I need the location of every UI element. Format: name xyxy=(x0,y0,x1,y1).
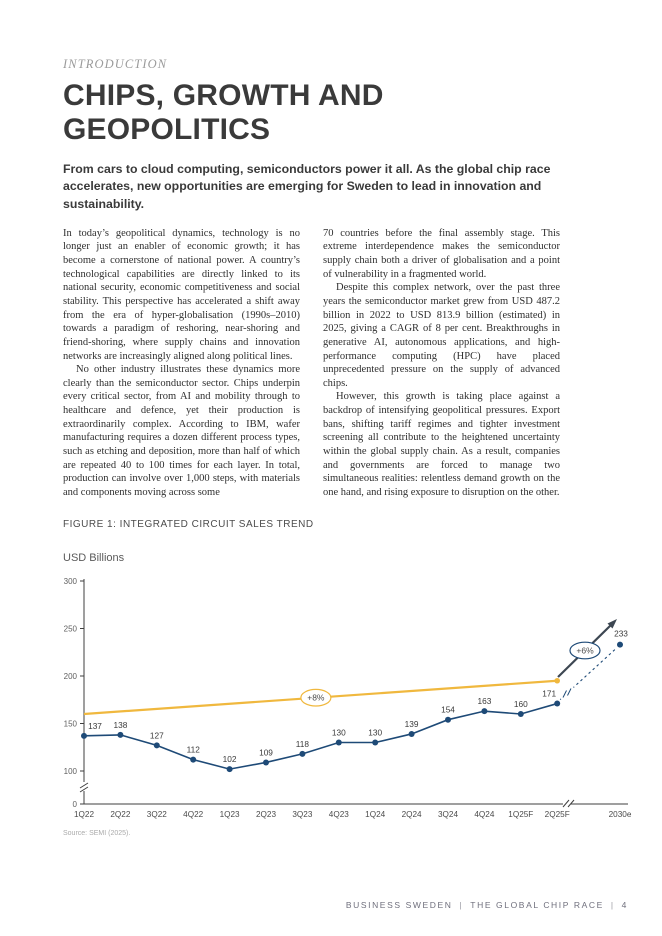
projection-label: 233 xyxy=(614,628,628,638)
x-tick-label: 4Q24 xyxy=(474,810,494,819)
growth-arrow-head-icon xyxy=(607,618,617,629)
y-tick-label: 0 xyxy=(73,800,78,809)
x-tick-label: 2Q23 xyxy=(256,810,276,819)
data-label: 137 xyxy=(88,721,102,731)
page-footer: BUSINESS SWEDEN | THE GLOBAL CHIP RACE | 4 xyxy=(346,900,628,910)
y-tick-label: 250 xyxy=(64,624,78,633)
data-label: 130 xyxy=(332,727,346,737)
x-tick-label: 3Q23 xyxy=(292,810,312,819)
left-column: In today’s geopolitical dynamics, techno… xyxy=(63,227,300,509)
footer-separator: | xyxy=(459,900,464,910)
growth-badge xyxy=(300,688,332,707)
data-point xyxy=(81,732,87,739)
figure-caption: FIGURE 1: INTEGRATED CIRCUIT SALES TREND xyxy=(63,518,314,530)
lead-paragraph: From cars to cloud computing, semiconduc… xyxy=(63,162,551,211)
data-label: 171 xyxy=(542,688,556,698)
data-label: 139 xyxy=(405,719,419,729)
trend-endpoint xyxy=(554,677,560,684)
data-point xyxy=(554,700,561,707)
footer-separator: | xyxy=(610,900,615,910)
projection-break-icon xyxy=(562,690,567,698)
title-line-1: CHIPS, GROWTH AND xyxy=(63,79,384,112)
page-title: CHIPS, GROWTH AND GEOPOLITICS xyxy=(63,79,640,146)
y-tick-label: 100 xyxy=(64,767,78,776)
x-tick-label: 4Q23 xyxy=(329,810,349,819)
data-point xyxy=(481,707,488,714)
chart-source: Source: SEMI (2025). xyxy=(63,829,131,837)
footer-report-title: THE GLOBAL CHIP RACE xyxy=(470,900,604,910)
projection-break-icon xyxy=(567,688,572,696)
data-point xyxy=(117,731,124,738)
data-point xyxy=(226,765,233,772)
x-tick-label: 1Q23 xyxy=(220,810,240,819)
y-tick-label: 200 xyxy=(64,672,78,681)
x-axis-break-icon xyxy=(562,799,570,808)
x-tick-label: 1Q24 xyxy=(365,810,385,819)
data-label: 130 xyxy=(368,727,382,737)
x-tick-label: 2030e xyxy=(609,810,632,819)
data-point xyxy=(372,739,379,746)
data-point xyxy=(263,759,269,766)
body-paragraph: However, this growth is taking place aga… xyxy=(323,391,560,498)
data-point xyxy=(445,716,451,723)
growth-badge xyxy=(569,641,601,660)
body-paragraph: In today’s geopolitical dynamics, techno… xyxy=(63,227,300,362)
data-label: 138 xyxy=(113,720,127,730)
y-tick-label: 300 xyxy=(64,577,78,586)
data-label: 160 xyxy=(514,699,528,709)
data-point xyxy=(299,750,306,757)
body-paragraph: Despite this complex network, over the p… xyxy=(323,282,560,389)
data-label: 118 xyxy=(296,739,310,749)
y-axis-break-icon xyxy=(79,782,89,789)
projection-point xyxy=(617,641,623,648)
title-line-2: GEOPOLITICS xyxy=(63,112,271,146)
x-tick-label: 3Q24 xyxy=(438,810,458,819)
x-axis-break-icon xyxy=(567,799,575,808)
x-tick-label: 3Q22 xyxy=(147,810,167,819)
body-columns: In today’s geopolitical dynamics, techno… xyxy=(63,227,640,509)
section-kicker: INTRODUCTION xyxy=(63,57,168,71)
x-tick-label: 4Q22 xyxy=(183,810,203,819)
y-tick-label: 150 xyxy=(64,719,78,728)
page-content: INTRODUCTION CHIPS, GROWTH AND GEOPOLITIC… xyxy=(63,57,640,837)
body-paragraph: 70 countries before the final assembly s… xyxy=(323,227,560,280)
data-label: 112 xyxy=(187,744,201,754)
data-label: 109 xyxy=(259,747,273,757)
chart-axis-title: USD Billions xyxy=(63,551,125,564)
footer-brand: BUSINESS SWEDEN xyxy=(345,900,453,910)
x-tick-label: 1Q22 xyxy=(74,810,94,819)
series-line xyxy=(83,702,558,770)
growth-badge-label: +8% xyxy=(307,692,325,702)
data-label: 154 xyxy=(441,704,455,714)
body-paragraph: No other industry illustrates these dyna… xyxy=(63,364,300,498)
data-label: 102 xyxy=(223,754,237,764)
x-tick-label: 2Q22 xyxy=(110,810,130,819)
data-label: 127 xyxy=(150,730,164,740)
x-tick-label: 2Q25F xyxy=(545,810,570,819)
data-point xyxy=(408,730,415,737)
x-tick-label: 2Q24 xyxy=(402,810,422,819)
data-point xyxy=(335,739,342,746)
data-point xyxy=(153,742,160,749)
data-point xyxy=(517,710,524,717)
right-column: 70 countries before the final assembly s… xyxy=(323,227,560,509)
y-axis-break-icon xyxy=(79,786,89,793)
data-point xyxy=(190,756,197,763)
x-tick-label: 1Q25F xyxy=(508,810,533,819)
data-label: 163 xyxy=(477,696,491,706)
footer-page-number: 4 xyxy=(621,900,628,910)
growth-badge-label: +6% xyxy=(576,645,594,655)
